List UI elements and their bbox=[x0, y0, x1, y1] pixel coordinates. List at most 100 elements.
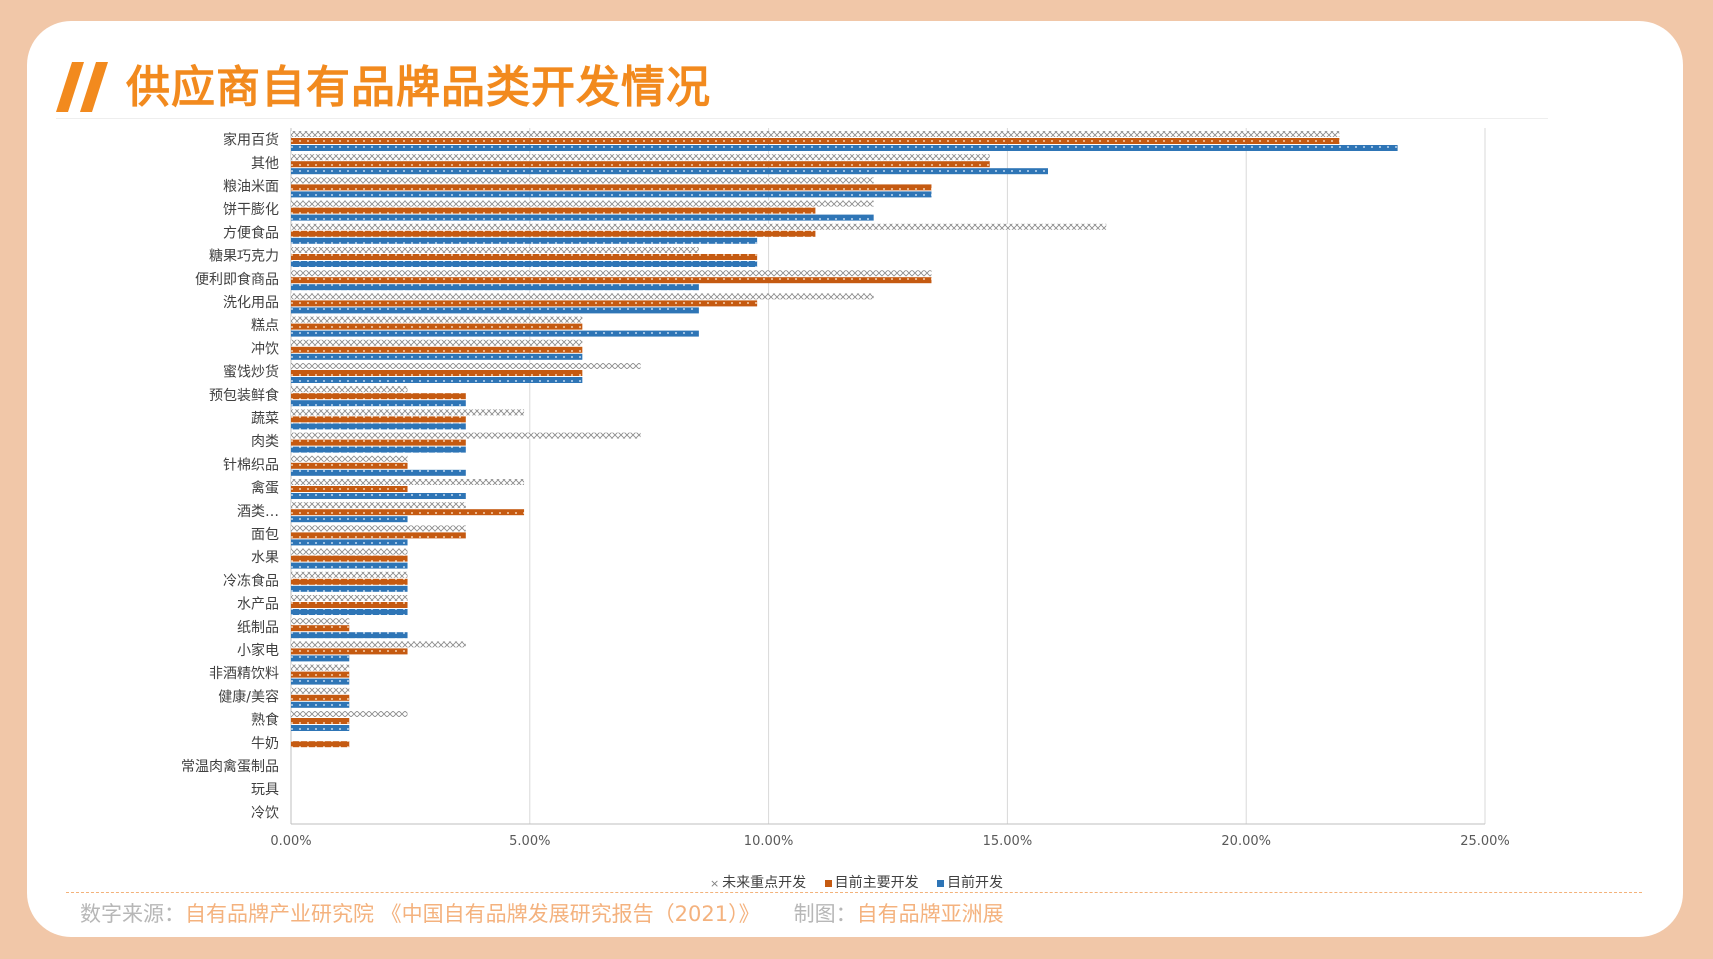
bar-future bbox=[291, 571, 408, 578]
bar-future bbox=[291, 247, 699, 253]
bar-main bbox=[291, 207, 816, 214]
bar-current bbox=[291, 307, 699, 314]
title-slash-icon bbox=[56, 62, 108, 112]
bar-future bbox=[291, 664, 350, 671]
bar-main bbox=[291, 741, 350, 748]
x-tick-label: 20.00% bbox=[1221, 834, 1271, 849]
bar-future bbox=[291, 618, 350, 625]
x-tick-label: 0.00% bbox=[270, 834, 311, 849]
category-label: 其他 bbox=[251, 156, 279, 172]
category-label: 肉类 bbox=[251, 434, 279, 450]
legend-orange-square-icon bbox=[824, 879, 832, 887]
category-label: 针棉织品 bbox=[223, 456, 279, 473]
legend-blue-square-icon bbox=[937, 879, 945, 887]
bar-current bbox=[291, 632, 408, 639]
category-label: 方便食品 bbox=[223, 224, 279, 241]
bar-future bbox=[291, 409, 525, 416]
bar-future bbox=[291, 479, 525, 485]
x-tick-label: 15.00% bbox=[983, 834, 1033, 849]
bar-current bbox=[291, 353, 583, 360]
legend-x-icon: × bbox=[709, 876, 720, 890]
bar-current bbox=[291, 701, 350, 708]
bar-current bbox=[291, 609, 408, 615]
bar-future bbox=[291, 316, 583, 323]
bar-current bbox=[291, 168, 1048, 175]
bar-current bbox=[291, 145, 1398, 151]
bar-current bbox=[291, 585, 408, 592]
category-label: 糖果巧克力 bbox=[209, 249, 279, 265]
title-divider bbox=[56, 118, 1548, 119]
legend-item-current: 目前开发 bbox=[937, 872, 1003, 892]
legend-item-main: 目前主要开发 bbox=[824, 872, 919, 892]
x-tick-label: 10.00% bbox=[744, 834, 794, 849]
bar-main bbox=[291, 486, 408, 492]
footer-divider bbox=[66, 892, 1642, 893]
source-value: 自有品牌产业研究院 《中国自有品牌发展研究报告（2021）》 bbox=[185, 902, 760, 926]
bar-future bbox=[291, 339, 583, 346]
bar-current bbox=[291, 539, 408, 546]
bar-future bbox=[291, 131, 1340, 137]
bar-main bbox=[291, 462, 408, 469]
bar-main bbox=[291, 300, 758, 307]
bar-main bbox=[291, 671, 350, 678]
bar-future bbox=[291, 177, 874, 184]
bar-main bbox=[291, 555, 408, 562]
category-label: 冲饮 bbox=[251, 341, 279, 357]
bar-current bbox=[291, 284, 699, 291]
bar-future bbox=[291, 270, 932, 277]
bar-main bbox=[291, 277, 932, 284]
bar-future bbox=[291, 641, 466, 648]
bar-main bbox=[291, 370, 583, 376]
bar-chart: 0.00% 5.00% 10.00% 15.00% 20.00% 25.00% 家用百货其他… bbox=[181, 128, 1510, 849]
category-label: 糕点 bbox=[251, 318, 279, 334]
x-tick-label: 25.00% bbox=[1460, 834, 1510, 849]
category-label: 便利即食商品 bbox=[195, 271, 279, 288]
bar-current bbox=[291, 562, 408, 569]
bar-future bbox=[291, 432, 641, 439]
bar-main bbox=[291, 625, 350, 632]
bar-main bbox=[291, 509, 525, 516]
bar-current bbox=[291, 446, 466, 453]
bar-current bbox=[291, 237, 758, 244]
source-label: 数字来源： bbox=[80, 902, 185, 926]
category-label: 家用百货 bbox=[223, 132, 279, 149]
bar-main bbox=[291, 439, 466, 446]
x-tick-label: 5.00% bbox=[509, 834, 550, 849]
bar-main bbox=[291, 578, 408, 585]
category-label: 冷冻食品 bbox=[223, 572, 279, 589]
bar-main bbox=[291, 416, 466, 423]
page-title: 供应商自有品牌品类开发情况 bbox=[126, 62, 711, 113]
bar-main bbox=[291, 346, 583, 353]
legend-item-future: × 未来重点开发 bbox=[709, 875, 807, 891]
category-label: 非酒精饮料 bbox=[209, 666, 279, 682]
bar-main bbox=[291, 718, 350, 724]
category-label: 面包 bbox=[251, 527, 279, 543]
category-label: 牛奶 bbox=[251, 736, 279, 752]
bar-main bbox=[291, 648, 408, 655]
bar-current bbox=[291, 261, 758, 267]
bar-current bbox=[291, 400, 466, 407]
bar-current bbox=[291, 469, 466, 476]
bar-current bbox=[291, 330, 699, 337]
bar-main bbox=[291, 393, 466, 400]
bar-main bbox=[291, 254, 758, 260]
bar-future bbox=[291, 595, 408, 601]
category-label: 预包装鲜食 bbox=[209, 387, 279, 404]
bar-future bbox=[291, 548, 408, 555]
bar-future bbox=[291, 200, 874, 207]
bar-future bbox=[291, 154, 990, 161]
category-label: 蔬菜 bbox=[251, 411, 279, 427]
bar-current bbox=[291, 678, 350, 685]
bar-current bbox=[291, 725, 350, 731]
credit-value: 自有品牌亚洲展 bbox=[856, 902, 1004, 926]
category-label: 常温肉禽蛋制品 bbox=[181, 758, 279, 775]
bar-main bbox=[291, 323, 583, 330]
category-label: 小家电 bbox=[237, 642, 279, 659]
bar-main bbox=[291, 532, 466, 539]
bar-future bbox=[291, 386, 408, 393]
bar-future bbox=[291, 502, 466, 509]
category-label: 饼干膨化 bbox=[223, 201, 279, 218]
bar-current bbox=[291, 493, 466, 499]
category-label: 冷饮 bbox=[251, 805, 279, 821]
bar-current bbox=[291, 377, 583, 383]
